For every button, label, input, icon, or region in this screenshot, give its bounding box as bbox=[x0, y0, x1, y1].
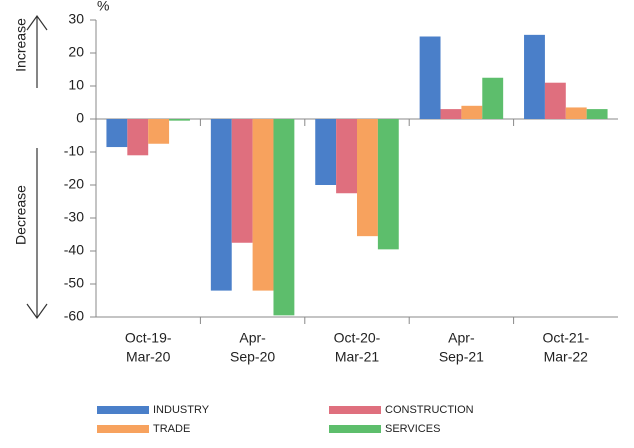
bar bbox=[252, 119, 274, 291]
y-tick-label: -40 bbox=[64, 242, 84, 258]
x-tick-label: Sep-20 bbox=[230, 349, 275, 365]
bar bbox=[210, 119, 232, 291]
bar bbox=[315, 119, 337, 185]
x-tick-label: Apr- bbox=[239, 330, 266, 346]
increase-label: Increase bbox=[13, 18, 29, 72]
x-tick-label: Mar-20 bbox=[126, 349, 171, 365]
unit-label: % bbox=[97, 0, 109, 14]
y-tick-label: 20 bbox=[68, 44, 84, 60]
y-tick-label: -50 bbox=[64, 275, 84, 291]
legend-label: TRADE bbox=[153, 423, 190, 435]
y-tick-label: -20 bbox=[64, 176, 84, 192]
x-tick-label: Sep-21 bbox=[439, 349, 484, 365]
bar bbox=[377, 119, 399, 250]
x-tick-label: Oct-19- bbox=[125, 330, 172, 346]
y-tick-label: -60 bbox=[64, 308, 84, 324]
legend-label: SERVICES bbox=[385, 423, 440, 435]
bar bbox=[461, 105, 483, 119]
bar bbox=[106, 119, 128, 148]
legend-swatch bbox=[97, 425, 149, 433]
y-tick-label: 30 bbox=[68, 11, 84, 27]
legend-label: CONSTRUCTION bbox=[385, 404, 474, 416]
y-tick-label: -10 bbox=[64, 143, 84, 159]
bar bbox=[127, 119, 149, 156]
bar bbox=[148, 119, 170, 144]
bar bbox=[231, 119, 253, 243]
bar bbox=[544, 82, 566, 119]
bar bbox=[169, 119, 190, 121]
bar bbox=[565, 107, 587, 119]
x-tick-label: Oct-21- bbox=[542, 330, 589, 346]
legend-swatch bbox=[329, 406, 381, 414]
x-tick-label: Mar-22 bbox=[544, 349, 589, 365]
bar bbox=[357, 119, 378, 237]
legend-swatch bbox=[97, 406, 149, 414]
x-tick-label: Apr- bbox=[448, 330, 475, 346]
x-tick-label: Oct-20- bbox=[334, 330, 381, 346]
y-tick-label: 10 bbox=[68, 77, 84, 93]
y-tick-label: 0 bbox=[76, 110, 84, 126]
legend-label: INDUSTRY bbox=[153, 404, 210, 416]
arrows bbox=[26, 14, 48, 320]
y-tick-label: -30 bbox=[64, 209, 84, 225]
bar bbox=[273, 119, 295, 316]
legend-swatch bbox=[329, 425, 381, 433]
bar bbox=[440, 109, 462, 119]
bar bbox=[586, 109, 608, 119]
bar bbox=[482, 77, 504, 119]
bar bbox=[336, 119, 357, 194]
x-tick-label: Mar-21 bbox=[335, 349, 380, 365]
bar bbox=[524, 34, 545, 119]
decrease-label: Decrease bbox=[13, 185, 29, 245]
bar bbox=[419, 36, 441, 119]
